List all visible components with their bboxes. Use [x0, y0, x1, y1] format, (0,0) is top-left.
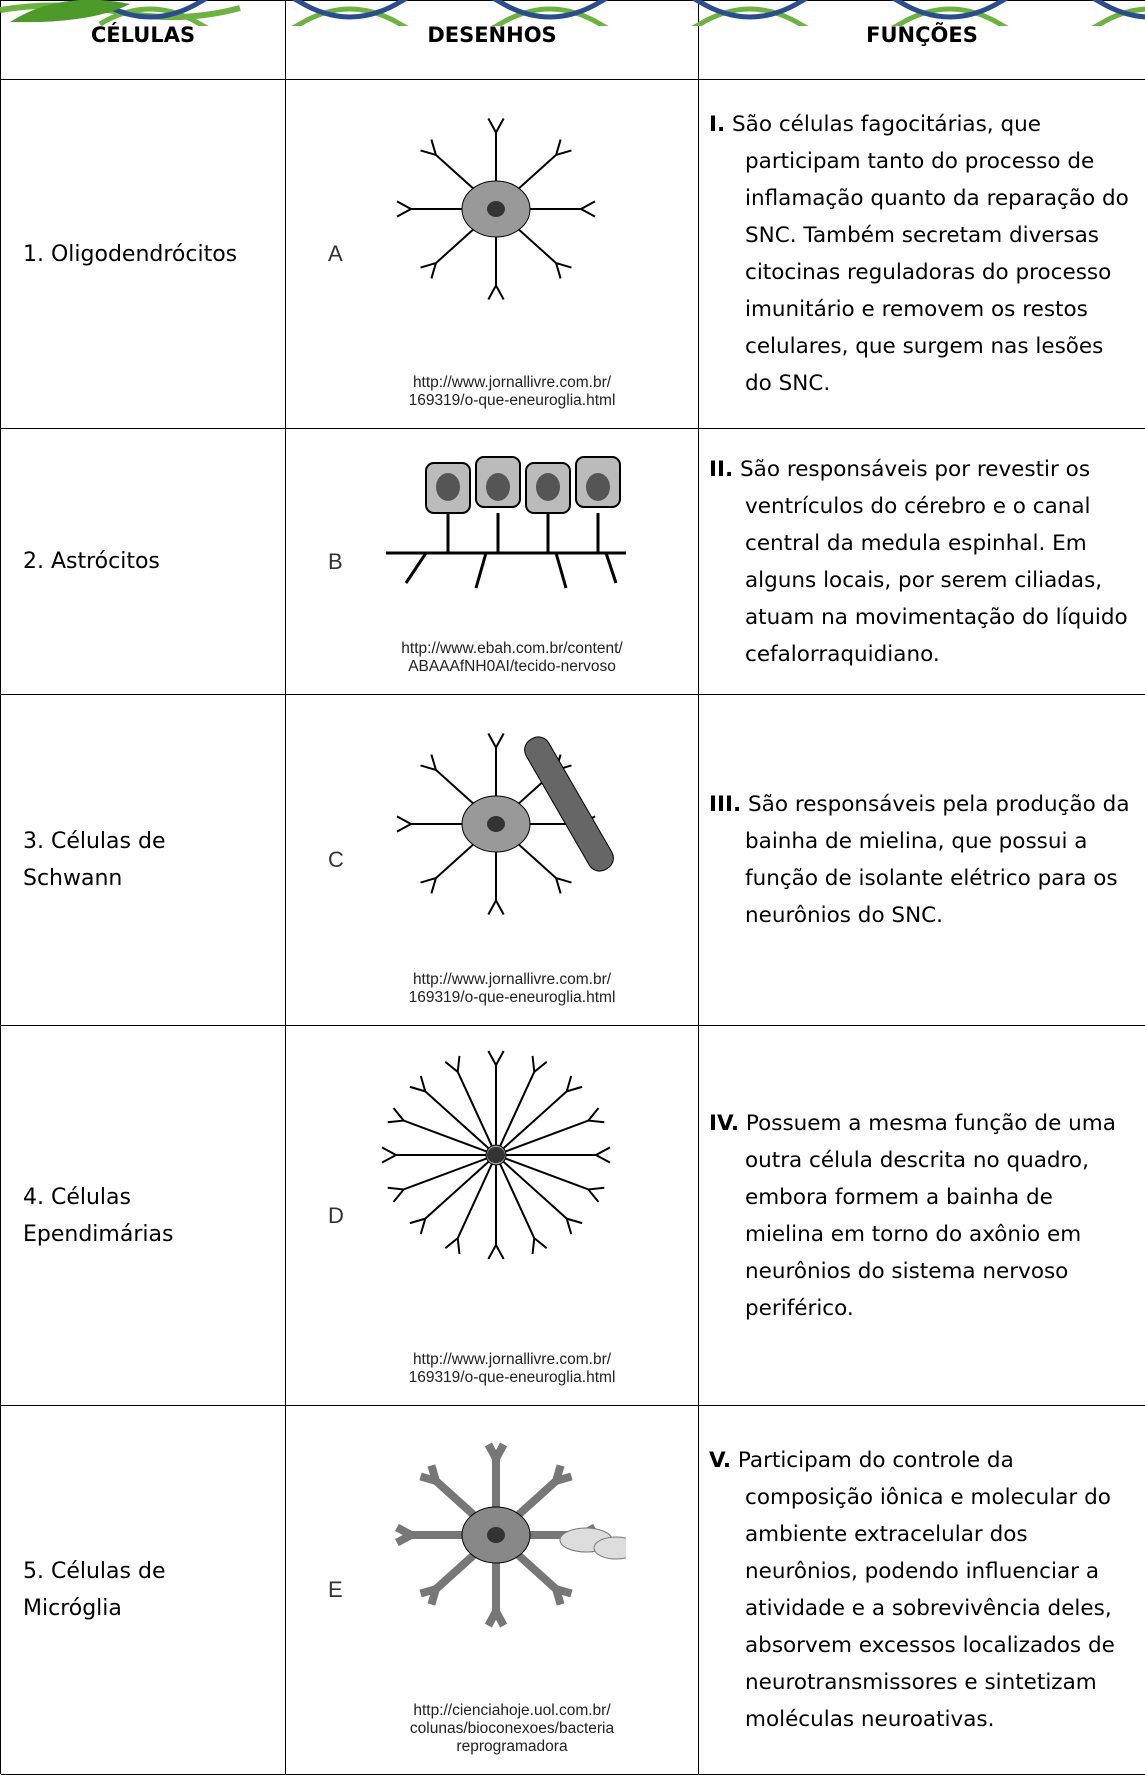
function-text: I. São células fagocitárias, que partici… — [709, 106, 1135, 402]
function-numeral: I. — [709, 112, 726, 137]
cell-name: 5. Células de Micróglia — [1, 1406, 286, 1775]
function-numeral: II. — [709, 456, 734, 482]
function-cell: III. São responsáveis pela produção da b… — [699, 695, 1145, 1026]
function-body: São responsáveis pela produção da bainha… — [745, 792, 1130, 928]
drawing-source: http://www.jornallivre.com.br/169319/o-q… — [376, 1351, 648, 1387]
function-body: Participam do controle da composição iôn… — [737, 1448, 1115, 1732]
cell-drawing — [396, 732, 614, 916]
function-cell: V. Participam do controle da composição … — [699, 1406, 1145, 1775]
function-body: São células fagocitárias, que participam… — [732, 112, 1129, 396]
function-text: III. São responsáveis pela produção da b… — [709, 786, 1135, 934]
header: FUNÇÕES — [699, 1, 1145, 80]
source-line: reprogramadora — [456, 1738, 568, 1755]
function-numeral: V. — [709, 1448, 732, 1473]
function-text: IV. Possuem a mesma função de uma outra … — [709, 1105, 1135, 1327]
source-line: http://www.jornallivre.com.br/ — [412, 1351, 612, 1368]
drawing-letter: D — [328, 1202, 344, 1228]
function-cell: IV. Possuem a mesma função de uma outra … — [699, 1026, 1145, 1406]
source-line: 169319/o-que-eneuroglia.html — [408, 392, 616, 409]
source-line: http://www.jornallivre.com.br/ — [412, 374, 612, 391]
source-line: http://www.ebah.com.br/content/ — [401, 640, 623, 657]
source-line: 169319/o-que-eneuroglia.html — [408, 1369, 616, 1386]
drawing-source: http://www.jornallivre.com.br/169319/o-q… — [376, 374, 648, 410]
cell-drawing — [386, 456, 626, 589]
function-body: Possuem a mesma função de uma outra célu… — [745, 1110, 1116, 1321]
function-text: II. São responsáveis por revestir os ven… — [709, 451, 1135, 673]
dna-banner — [0, 0, 1145, 26]
function-body: São responsáveis por revestir os ventríc… — [740, 456, 1128, 667]
drawing-source: http://cienciahoje.uol.com.br/colunas/bi… — [376, 1702, 648, 1756]
function-cell: II. São responsáveis por revestir os ven… — [699, 429, 1145, 695]
header: CÉLULAS — [1, 1, 286, 80]
source-line: http://cienciahoje.uol.com.br/ — [413, 1702, 611, 1719]
drawing-letter: B — [328, 548, 343, 574]
source-line: 169319/o-que-eneuroglia.html — [408, 989, 616, 1006]
function-cell: I. São células fagocitárias, que partici… — [699, 80, 1145, 429]
cell-drawing — [381, 1050, 611, 1260]
source-line: ABAAAfNH0AI/tecido-nervoso — [408, 658, 616, 675]
function-numeral: III. — [709, 792, 742, 817]
function-numeral: IV. — [709, 1110, 740, 1136]
drawing-letter: A — [328, 241, 343, 266]
header: DESENHOS — [286, 1, 699, 80]
drawing-source: http://www.jornallivre.com.br/169319/o-q… — [376, 971, 648, 1007]
cell-name: 1. Oligodendrócitos — [1, 80, 286, 429]
source-line: colunas/bioconexoes/bacteria — [409, 1720, 615, 1737]
source-line: http://www.jornallivre.com.br/ — [412, 971, 612, 988]
cell-drawing — [396, 117, 596, 301]
cell-name: 3. Células de Schwann — [1, 695, 286, 1026]
drawing-letter: C — [328, 847, 344, 872]
function-text: V. Participam do controle da composição … — [709, 1442, 1135, 1738]
drawing-letter: E — [328, 1577, 343, 1602]
cell-name: 4. Células Ependimárias — [1, 1026, 286, 1406]
cell-drawing — [395, 1442, 626, 1628]
cell-name: 2. Astrócitos — [1, 429, 286, 695]
drawing-source: http://www.ebah.com.br/content/ABAAAfNH0… — [376, 640, 648, 676]
